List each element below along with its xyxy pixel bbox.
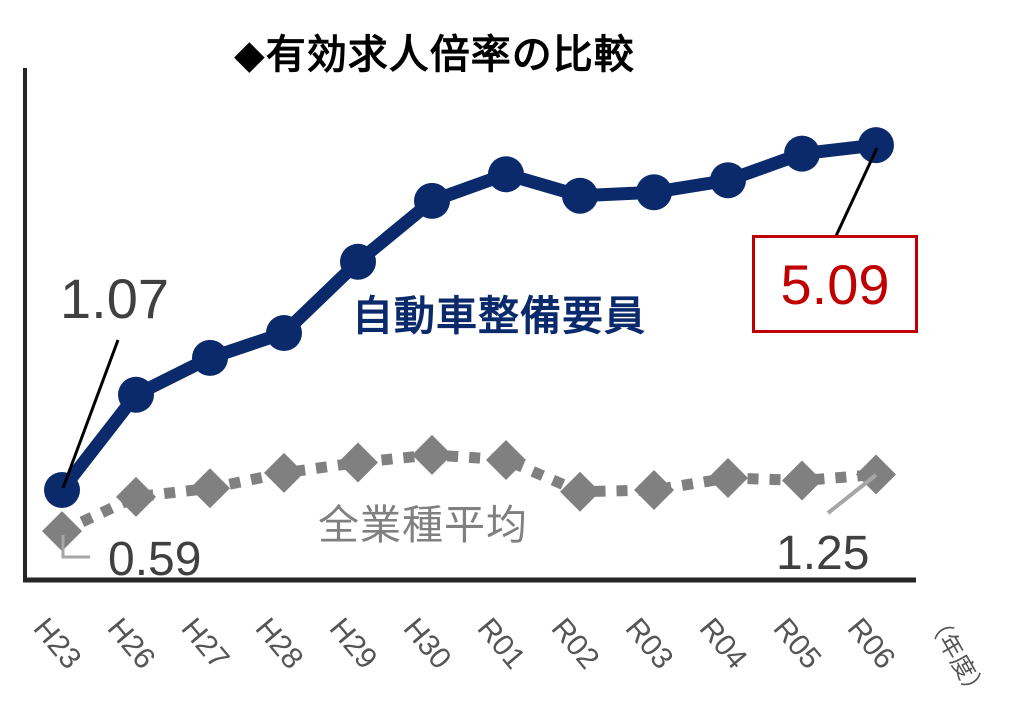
diamond-marker <box>338 442 378 483</box>
chart-title: ◆有効求人倍率の比較 <box>234 32 635 78</box>
diamond-marker <box>782 460 822 501</box>
circle-marker <box>858 127 894 164</box>
leader-line-all-start <box>61 535 90 559</box>
data-label-box-mechanic-end: 5.09 <box>752 235 918 333</box>
circle-marker <box>44 471 80 508</box>
series-label-all: 全業種平均 <box>318 501 528 549</box>
diamond-marker <box>190 468 230 509</box>
leader-line-all-end <box>826 473 878 515</box>
diamond-marker <box>264 452 304 493</box>
circle-marker <box>562 177 598 214</box>
series-label-mechanic: 自動車整備要員 <box>352 292 646 340</box>
line-chart <box>23 68 916 583</box>
diamond-marker <box>116 476 156 517</box>
circle-marker <box>636 174 672 211</box>
circle-marker <box>118 376 154 413</box>
circle-marker <box>488 156 524 193</box>
circle-marker <box>266 314 302 351</box>
circle-marker <box>784 135 820 172</box>
circle-marker <box>710 162 746 199</box>
data-label-all-start: 0.59 <box>108 533 202 586</box>
data-label-mechanic-end: 5.09 <box>780 252 890 316</box>
diamond-marker <box>42 511 82 552</box>
diamond-marker <box>560 471 600 512</box>
circle-marker <box>192 339 228 376</box>
series-auto-mechanic <box>44 127 894 508</box>
leader-line-mechanic-end <box>834 147 879 237</box>
circle-marker <box>340 243 376 280</box>
series-all-industries <box>42 434 896 552</box>
diamond-marker <box>486 439 526 480</box>
data-label-mechanic-start: 1.07 <box>60 267 169 330</box>
diamond-marker <box>634 469 674 510</box>
leader-line-mechanic-start <box>61 339 120 489</box>
data-label-all-end: 1.25 <box>776 527 870 580</box>
diamond-marker <box>412 434 452 475</box>
diamond-marker <box>708 457 748 498</box>
circle-marker <box>414 182 450 219</box>
